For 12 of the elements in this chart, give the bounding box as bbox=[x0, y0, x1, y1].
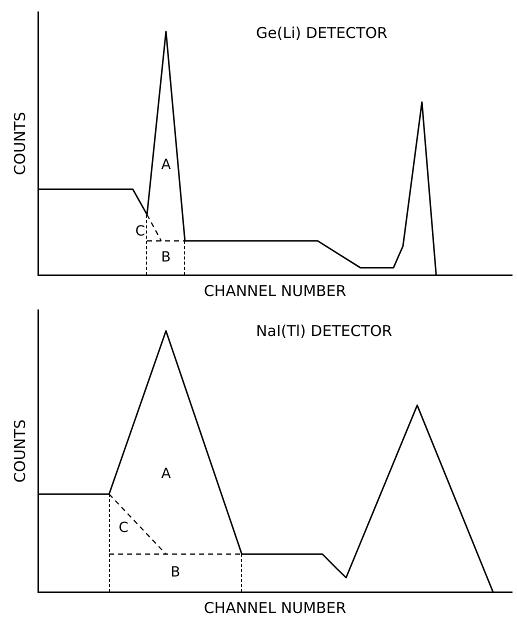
x-axis-title: CHANNEL NUMBER bbox=[204, 598, 346, 617]
annotation: C bbox=[135, 223, 146, 240]
annotation: C bbox=[118, 520, 129, 536]
chart-title: NaI(Tl) DETECTOR bbox=[256, 322, 392, 340]
annotation: A bbox=[161, 157, 172, 174]
chart-title: Ge(Li) DETECTOR bbox=[256, 24, 388, 42]
y-axis-title: COUNTS bbox=[10, 419, 29, 483]
y-axis-title: COUNTS bbox=[10, 112, 29, 176]
x-axis-title: CHANNEL NUMBER bbox=[204, 282, 346, 300]
annotation: B bbox=[170, 564, 180, 581]
annotation: B bbox=[161, 250, 171, 266]
annotation: A bbox=[161, 466, 172, 482]
